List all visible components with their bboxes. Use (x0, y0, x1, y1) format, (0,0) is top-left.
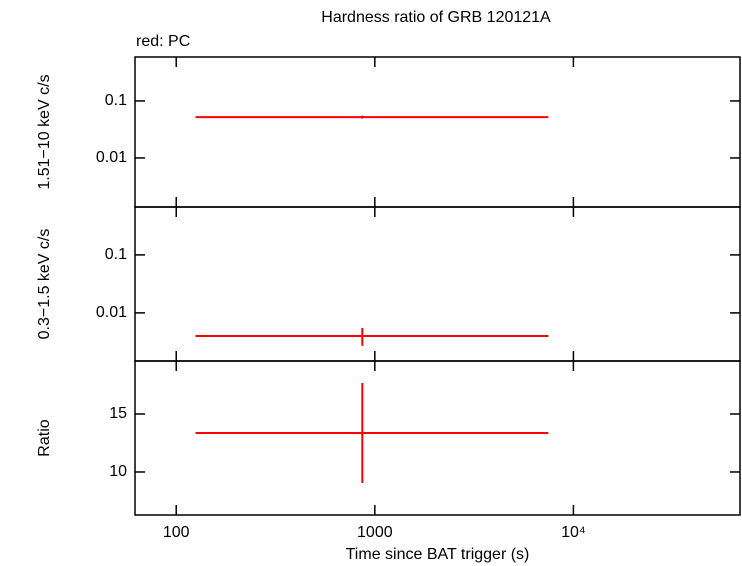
plot-frame (134, 360, 741, 516)
y-axis-label: Ratio (36, 419, 53, 456)
y-tick-label: 10 (109, 463, 127, 480)
y-tick-label: 0.1 (105, 92, 127, 109)
plot-frame (134, 206, 741, 362)
x-axis-label: Time since BAT trigger (s) (346, 546, 530, 563)
y-axis-label: 0.3−1.5 keV c/s (36, 229, 53, 340)
x-tick-label: 100 (163, 524, 190, 541)
x-tick-label: 10⁴ (561, 524, 586, 541)
x-tick-label: 1000 (357, 524, 393, 541)
y-tick-label: 0.1 (105, 246, 127, 263)
plot-frame (134, 56, 741, 208)
y-tick-label: 15 (109, 405, 127, 422)
y-tick-label: 0.01 (96, 149, 127, 166)
y-tick-label: 0.01 (96, 304, 127, 321)
chart-title: Hardness ratio of GRB 120121A (321, 9, 551, 26)
y-axis-label: 1.51−10 keV c/s (36, 74, 53, 189)
legend-note: red: PC (136, 33, 190, 50)
